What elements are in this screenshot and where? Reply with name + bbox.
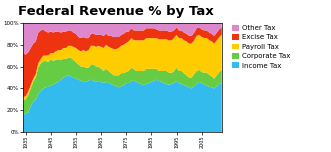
Legend: Other Tax, Excise Tax, Payroll Tax, Corporate Tax, Income Tax: Other Tax, Excise Tax, Payroll Tax, Corp… xyxy=(231,24,291,69)
Text: Federal Revenue % by Tax: Federal Revenue % by Tax xyxy=(18,5,214,18)
